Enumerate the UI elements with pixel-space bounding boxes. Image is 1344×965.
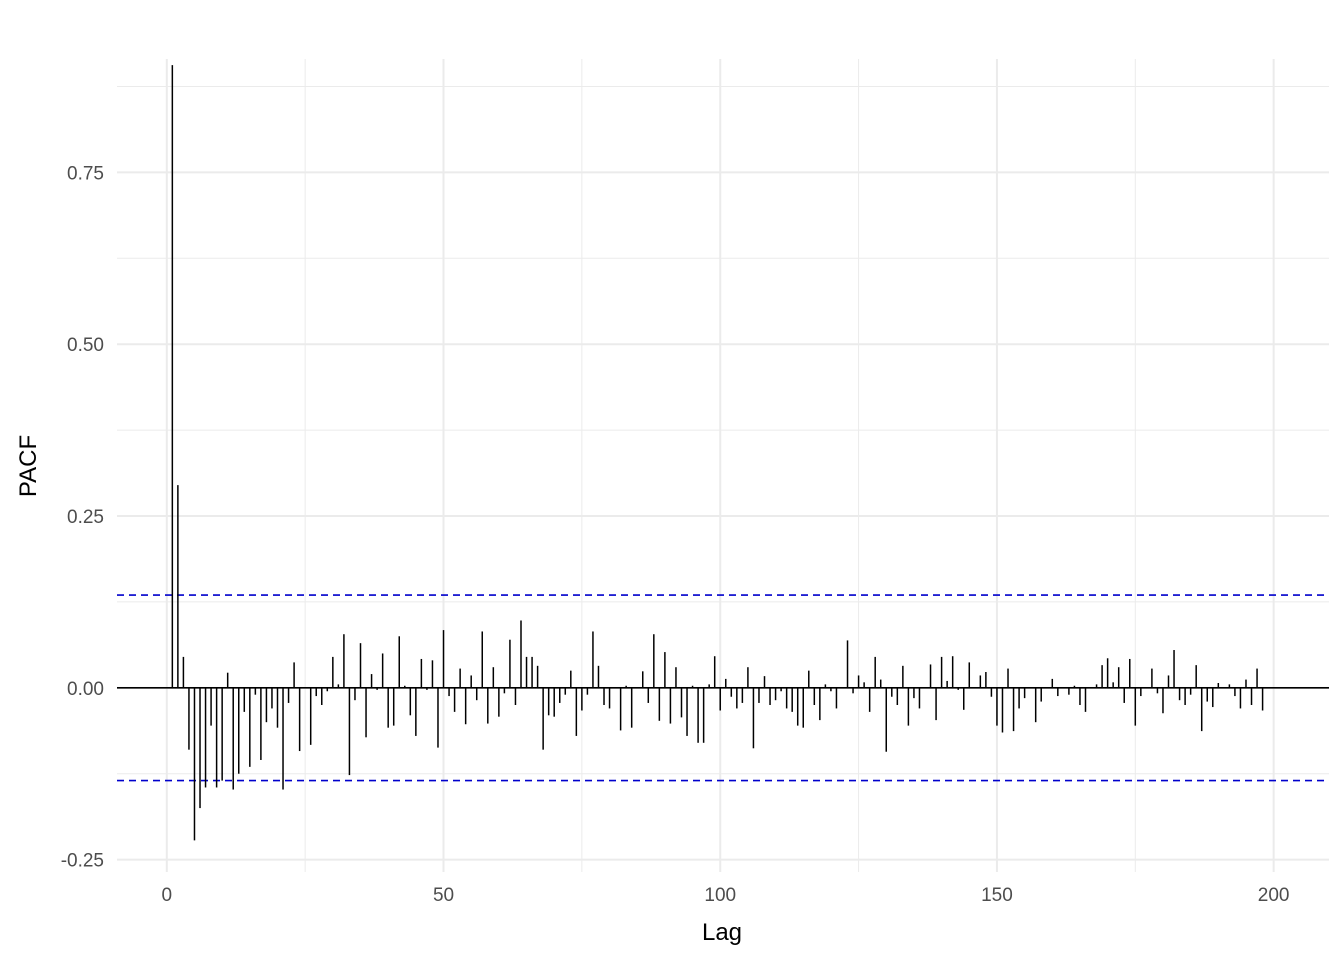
x-tick-label: 150 [981,885,1013,906]
y-tick-label: 0.00 [67,679,104,700]
x-tick-label: 100 [704,885,736,906]
confidence-bounds [117,594,1329,782]
bar-layer [171,65,1264,841]
y-tick-label: 0.75 [67,163,104,184]
x-axis-title: Lag [702,919,742,946]
x-tick-label: 200 [1258,885,1290,906]
x-tick-label: 0 [162,885,173,906]
tick-labels: 0 50 100 150 200 -0.25 0.00 0.25 0.50 0.75 [61,163,1290,906]
y-tick-label: 0.50 [67,335,104,356]
y-axis-title: PACF [15,435,42,497]
y-tick-label: -0.25 [61,851,104,872]
x-tick-label: 50 [433,885,454,906]
grid-layer [117,59,1329,872]
y-tick-label: 0.25 [67,507,104,528]
